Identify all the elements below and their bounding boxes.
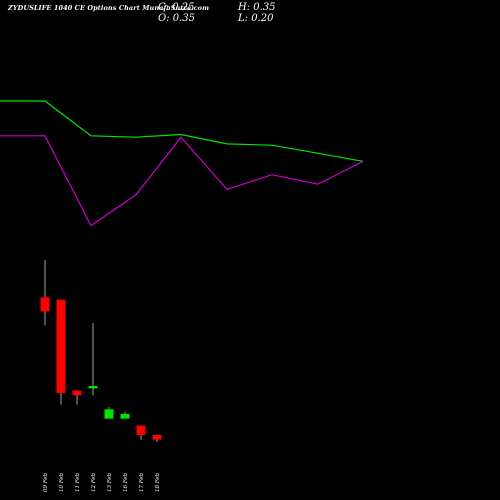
candle-body <box>120 414 130 419</box>
close-value: C: 0.25 <box>158 2 195 13</box>
x-tick-label: 13 Feb <box>107 472 113 492</box>
candle-body <box>88 386 98 389</box>
candle-10-feb <box>56 299 66 405</box>
indicator-lines <box>0 100 364 227</box>
x-tick-label: 16 Feb <box>123 472 129 492</box>
x-tick-label: 10 Feb <box>59 472 65 492</box>
candles <box>40 260 162 442</box>
chart-title: ZYDUSLIFE 1040 CE Options Chart MunafaSu… <box>8 4 210 12</box>
candle-13-feb <box>104 407 114 419</box>
candle-18-feb <box>152 435 162 442</box>
candle-body <box>56 299 66 393</box>
candle-09-feb <box>40 260 50 326</box>
candle-body <box>72 390 82 396</box>
candle-body <box>152 435 162 440</box>
x-tick-label: 12 Feb <box>91 472 97 492</box>
x-tick-label: 17 Feb <box>139 472 145 492</box>
candle-17-feb <box>136 425 146 440</box>
candle-body <box>104 409 114 419</box>
open-value: O: 0.35 <box>158 13 196 24</box>
x-tick-label: 18 Feb <box>155 472 161 492</box>
high-value: H: 0.35 <box>238 2 276 13</box>
candle-12-feb <box>88 323 98 396</box>
candle-body <box>40 297 50 312</box>
x-tick-label: 09 Feb <box>43 472 49 492</box>
low-value: L: 0.20 <box>238 13 274 24</box>
candle-body <box>136 425 146 435</box>
candle-11-feb <box>72 390 82 405</box>
indicator-line-1 <box>0 100 364 162</box>
indicator-line-2 <box>0 135 364 227</box>
candle-16-feb <box>120 411 130 419</box>
x-axis-ticks: 09 Feb 10 Feb 11 Feb 12 Feb 13 Feb 16 Feb 17 F… <box>43 472 161 492</box>
x-tick-label: 11 Feb <box>75 472 81 492</box>
